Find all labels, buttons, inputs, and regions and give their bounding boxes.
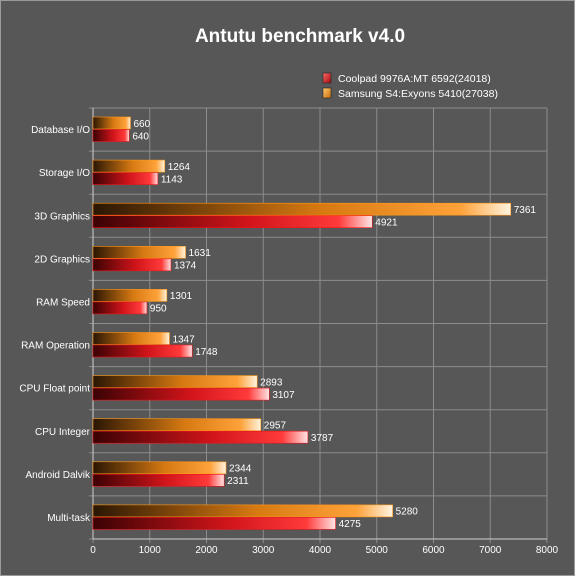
bar-samsung-s4 xyxy=(92,504,393,518)
category-label: CPU Integer xyxy=(35,427,91,438)
data-label: 950 xyxy=(150,304,167,315)
legend-swatch xyxy=(322,72,332,84)
bar-samsung-s4 xyxy=(92,332,170,345)
x-tick-label: 7000 xyxy=(479,545,502,556)
bar-samsung-s4 xyxy=(92,289,168,302)
category-label: RAM Operation xyxy=(21,341,90,352)
data-label: 1347 xyxy=(172,334,195,345)
bar-coolpad-9976a xyxy=(92,473,225,487)
data-label: 3107 xyxy=(272,390,295,401)
category-label: RAM Speed xyxy=(36,297,90,308)
bar-coolpad-9976a xyxy=(92,387,270,401)
x-tick-label: 6000 xyxy=(422,545,445,556)
data-label: 7361 xyxy=(514,205,537,216)
data-label: 1264 xyxy=(168,162,191,173)
x-tick-label: 3000 xyxy=(252,545,275,556)
bar-coolpad-9976a xyxy=(92,301,148,315)
bar-samsung-s4 xyxy=(92,418,262,432)
bar-coolpad-9976a xyxy=(92,258,172,272)
category-label: 2D Graphics xyxy=(34,254,90,265)
data-label: 2311 xyxy=(227,476,249,487)
bar-samsung-s4 xyxy=(92,116,131,130)
x-tick-label: 2000 xyxy=(195,545,218,556)
legend-label: Coolpad 9976A:MT 6592(24018) xyxy=(338,73,491,85)
data-label: 2893 xyxy=(260,377,283,388)
legend-swatch xyxy=(322,87,332,99)
grid: 0 1000 2000 3000 4000 5000 6000 7000 8000 xyxy=(89,107,559,556)
bar-coolpad-9976a xyxy=(92,172,159,185)
data-label: 2957 xyxy=(264,420,287,431)
data-label: 640 xyxy=(132,131,149,142)
data-label: 660 xyxy=(133,119,150,130)
bar-samsung-s4 xyxy=(92,159,166,173)
category-label: Database I/O xyxy=(31,125,90,136)
x-tick-label: 1000 xyxy=(139,545,162,556)
legend-label: Samsung S4:Exyons 5410(27038) xyxy=(338,88,498,100)
bar-coolpad-9976a xyxy=(92,517,336,530)
data-label: 1301 xyxy=(170,291,193,302)
bar-coolpad-9976a xyxy=(92,430,309,444)
x-tick-label: 4000 xyxy=(309,545,332,556)
data-label: 3787 xyxy=(311,433,334,444)
data-label: 1143 xyxy=(161,174,183,185)
bar-samsung-s4 xyxy=(92,375,258,388)
data-label: 1631 xyxy=(189,248,212,259)
legend: Coolpad 9976A:MT 6592(24018) Samsung S4:E… xyxy=(322,72,498,100)
bar-coolpad-9976a xyxy=(92,129,130,142)
bar-samsung-s4 xyxy=(92,202,512,216)
data-label: 1748 xyxy=(195,347,218,358)
category-label: Storage I/O xyxy=(39,168,90,179)
data-label: 1374 xyxy=(174,261,197,272)
data-label: 4921 xyxy=(375,217,398,228)
data-label: 5280 xyxy=(396,507,419,518)
data-label: 2344 xyxy=(229,464,252,475)
bar-samsung-s4 xyxy=(92,246,186,259)
category-label: Multi-task xyxy=(47,513,91,524)
x-tick-label: 5000 xyxy=(366,545,389,556)
x-tick-label: 0 xyxy=(90,545,96,556)
category-label: Android Dalvik xyxy=(26,470,91,481)
category-label: 3D Graphics xyxy=(34,211,90,222)
category-label: CPU Float point xyxy=(19,384,90,395)
data-label: 4275 xyxy=(339,519,362,530)
chart-title: Antutu benchmark v4.0 xyxy=(195,26,405,47)
bar-samsung-s4 xyxy=(92,461,227,475)
bar-coolpad-9976a xyxy=(92,215,373,228)
bar-coolpad-9976a xyxy=(92,344,193,358)
x-tick-label: 8000 xyxy=(536,545,559,556)
bars xyxy=(92,116,512,530)
